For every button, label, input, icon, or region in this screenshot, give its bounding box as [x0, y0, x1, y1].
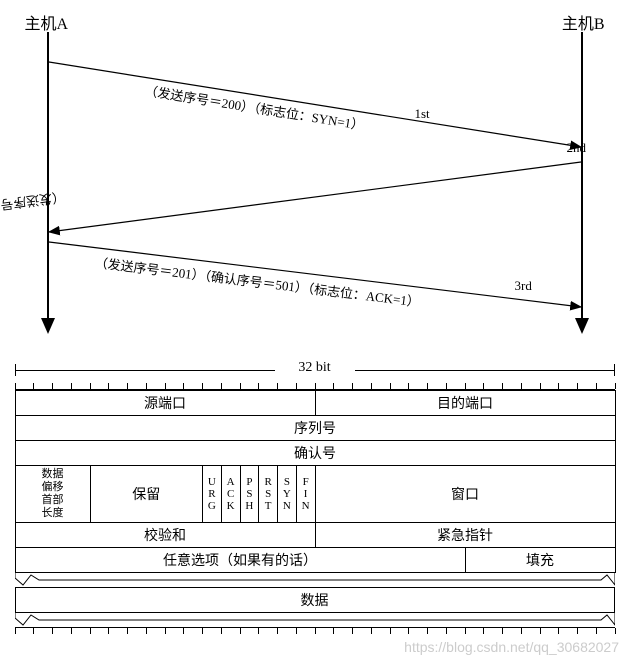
tcp-handshake-sequence-diagram: 主机A 主机B （发送序号＝200）（标志位：SYN=1） 1st （发送序号＝… — [15, 10, 615, 340]
tcp-data-row: 数据 — [15, 587, 615, 613]
flag-fin: F I N — [296, 466, 315, 523]
watermark-text: https://blog.csdn.net/qq_30682027 — [10, 639, 619, 655]
flag-urg: U R G — [203, 466, 222, 523]
urgent-cell: 紧急指针 — [315, 523, 615, 548]
zigzag-break-bottom — [15, 613, 615, 627]
bit-ruler-top — [15, 380, 615, 390]
flag-syn: S Y N — [278, 466, 297, 523]
options-cell: 任意选项（如果有的话） — [15, 548, 465, 573]
msg1-order: 1st — [415, 106, 430, 122]
bit-width-label: 32 bit — [15, 360, 615, 380]
ack-cell: 确认号 — [15, 441, 615, 466]
zigzag-break-top — [15, 573, 615, 587]
tcp-header-table: 源端口 目的端口 序列号 确认号 数据 偏移 首部 长度 保留 U R G A … — [15, 390, 616, 573]
host-a-label: 主机A — [25, 10, 69, 34]
reserved-cell: 保留 — [90, 466, 203, 523]
dst-port-cell: 目的端口 — [315, 391, 615, 416]
flag-psh: P S H — [240, 466, 259, 523]
checksum-cell: 校验和 — [15, 523, 315, 548]
flag-ack: A C K — [221, 466, 240, 523]
src-port-cell: 源端口 — [15, 391, 315, 416]
padding-cell: 填充 — [465, 548, 615, 573]
msg3-order: 3rd — [515, 278, 532, 294]
window-cell: 窗口 — [315, 466, 615, 523]
bit-ruler-bottom — [15, 627, 615, 637]
host-b-label: 主机B — [562, 10, 605, 34]
flag-rst: R S T — [259, 466, 278, 523]
data-cell: 数据 — [15, 588, 614, 613]
msg2-order: 2nd — [567, 140, 587, 156]
tcp-header-structure: 32 bit 源端口 目的端口 序列号 确认号 数据 偏移 首部 长度 保留 U… — [15, 360, 615, 637]
data-offset-cell: 数据 偏移 首部 长度 — [15, 466, 90, 523]
seq-cell: 序列号 — [15, 416, 615, 441]
